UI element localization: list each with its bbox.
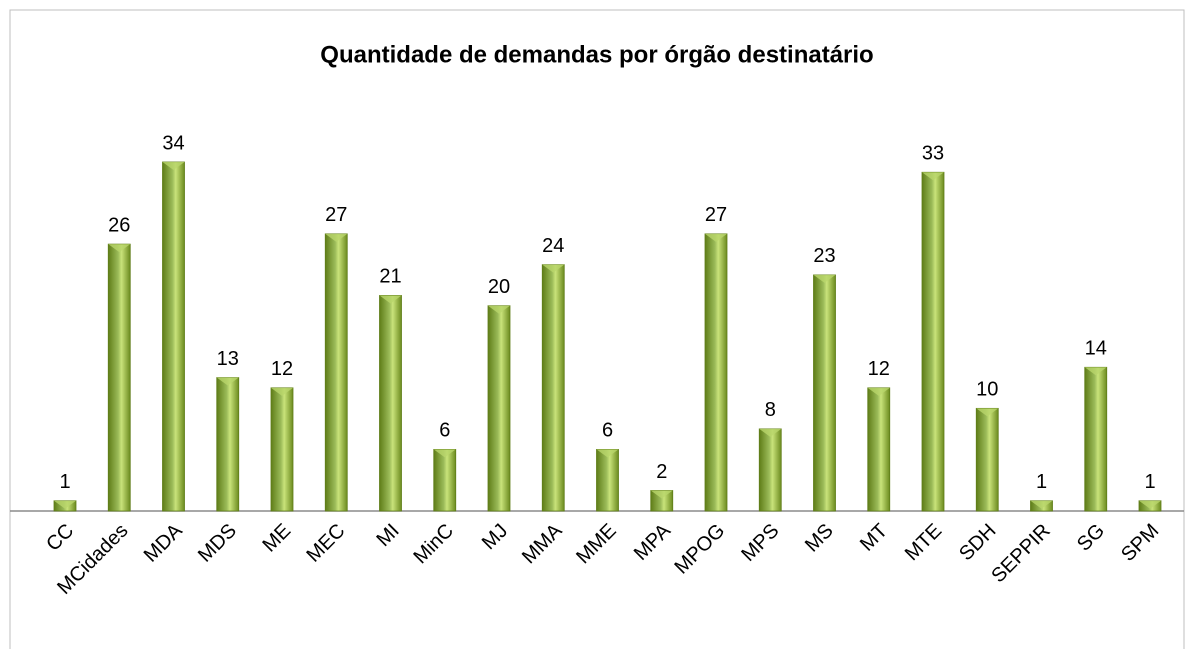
data-label: 6	[602, 420, 613, 442]
data-label: 26	[108, 214, 130, 236]
bar	[921, 171, 945, 512]
bar	[758, 428, 782, 512]
bar	[433, 449, 457, 512]
data-label: 12	[868, 358, 890, 380]
bar-bevel	[271, 387, 293, 396]
chart-border	[9, 9, 1185, 649]
data-label: 10	[976, 379, 998, 401]
bar	[596, 449, 619, 512]
data-label: 13	[217, 348, 239, 370]
data-label: 8	[765, 399, 776, 421]
bar-bevel	[1030, 500, 1053, 509]
bar	[704, 233, 728, 512]
bar-bevel	[108, 244, 131, 253]
data-label: 33	[922, 143, 944, 165]
bar	[270, 387, 294, 512]
bar	[975, 407, 999, 512]
bar-bevel	[705, 233, 727, 242]
bar-bevel	[813, 274, 836, 283]
data-label: 21	[379, 266, 401, 288]
bar-bevel	[379, 295, 402, 304]
bar	[379, 295, 402, 512]
bar	[867, 387, 891, 512]
bar	[107, 243, 131, 512]
bar-bevel	[325, 233, 348, 242]
bar	[487, 305, 511, 512]
bar-bevel	[867, 387, 890, 396]
bar	[1084, 366, 1108, 512]
bar	[324, 233, 348, 512]
data-label: 1	[1144, 471, 1155, 493]
bar-bevel	[1084, 367, 1107, 376]
chart-title: Quantidade de demandas por órgão destina…	[320, 41, 873, 68]
bar-bevel	[542, 264, 565, 273]
data-label: 6	[439, 420, 450, 442]
data-label: 34	[162, 132, 184, 154]
bar	[541, 264, 565, 512]
bar-bevel	[54, 500, 76, 509]
bar-bevel	[433, 449, 456, 458]
bar-bevel	[1139, 500, 1161, 509]
bar-bevel	[976, 408, 999, 417]
bar-bevel	[650, 490, 673, 499]
bar-bevel	[488, 305, 510, 314]
data-label: 2	[656, 461, 667, 483]
bar-bevel	[922, 172, 944, 181]
bar-bevel	[162, 162, 185, 170]
data-label: 20	[488, 276, 510, 298]
data-label: 12	[271, 358, 293, 380]
data-label: 23	[813, 245, 835, 267]
bar	[216, 377, 240, 512]
data-label: 27	[325, 204, 347, 226]
bar-bevel	[596, 449, 619, 458]
bar	[813, 274, 836, 512]
bar	[162, 161, 185, 512]
data-label: 1	[1036, 471, 1047, 493]
data-label: 14	[1085, 338, 1107, 360]
data-label: 24	[542, 235, 564, 257]
data-label: 1	[59, 471, 70, 493]
bar-bevel	[216, 377, 239, 386]
data-label: 27	[705, 204, 727, 226]
bar-bevel	[759, 428, 782, 437]
